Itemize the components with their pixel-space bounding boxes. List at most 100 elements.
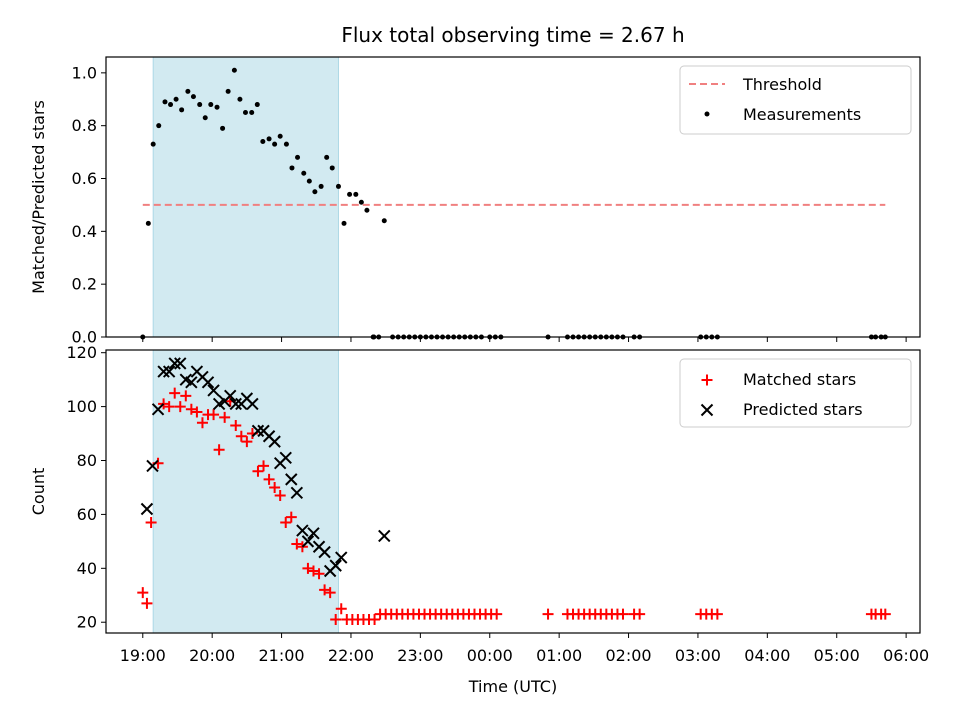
predicted-star-point	[201, 376, 215, 389]
predicted-star-point	[146, 459, 159, 473]
predicted-star-point	[251, 424, 265, 438]
measurement-point	[364, 207, 370, 213]
predicted-star-point	[296, 524, 309, 537]
measurement-point	[358, 199, 364, 205]
measurement-point	[197, 102, 203, 108]
measurement-point	[254, 102, 260, 108]
measurement-point	[168, 102, 174, 108]
predicted-star-point	[207, 384, 220, 397]
count-panel-frame	[105, 349, 921, 634]
measurement-point	[329, 165, 335, 171]
x-tick-label: 06:00	[883, 646, 929, 665]
measurement-point	[214, 104, 220, 110]
measurement-point	[306, 178, 312, 184]
measurement-point	[335, 183, 341, 189]
measurement-point	[295, 154, 301, 160]
x-tick-label: 22:00	[328, 646, 374, 665]
x-tick-label: 01:00	[536, 646, 582, 665]
measurement-point	[156, 123, 162, 129]
matched-star-point	[711, 608, 723, 620]
measurement-point	[266, 136, 272, 142]
y-tick-label: 0.0	[72, 328, 97, 347]
measurement-point	[301, 170, 307, 176]
measurement-point	[353, 191, 359, 197]
legend-plus-marker	[701, 374, 713, 386]
y-tick-label: 0.4	[72, 222, 97, 241]
measurement-point	[185, 88, 191, 94]
matched-star-point	[335, 603, 347, 615]
ratio-x-ticks	[142, 337, 907, 342]
legend-matched-swatch	[701, 374, 713, 386]
measurement-point	[242, 109, 248, 115]
y-tick-label: 0.2	[72, 275, 97, 294]
matched-star-point	[369, 614, 381, 626]
y-tick-label: 100	[66, 397, 97, 416]
matched-star-point	[258, 460, 270, 472]
measurement-point	[237, 96, 243, 102]
matched-star-point	[169, 387, 181, 399]
chart-title: Flux total observing time = 2.67 h	[341, 23, 684, 47]
predicted-star-point	[151, 403, 165, 416]
matched-star-point	[252, 465, 264, 477]
matched-star-point	[230, 419, 242, 431]
matched-star-point	[542, 608, 554, 620]
ratio-legend-box	[679, 65, 912, 135]
predicted-star-point	[318, 545, 331, 559]
legend-x-marker	[700, 403, 714, 417]
measurement-point	[145, 220, 151, 226]
measurement-point	[272, 141, 278, 147]
x-tick-label: 05:00	[814, 646, 860, 665]
matched-star-point	[185, 403, 197, 415]
matched-star-point	[285, 511, 297, 523]
x-tick-label: 20:00	[189, 646, 235, 665]
measurement-point	[249, 109, 255, 115]
measurement-point	[208, 102, 214, 108]
x-tick-label: 03:00	[675, 646, 721, 665]
matched-star-point	[208, 409, 220, 421]
legend-measurements-label: Measurements	[743, 105, 861, 124]
measurement-point	[341, 220, 347, 226]
measurement-point	[190, 94, 196, 100]
predicted-star-point	[301, 535, 315, 548]
predicted-star-point	[185, 376, 198, 389]
measurement-point	[231, 67, 237, 73]
measurement-point	[162, 99, 168, 105]
matched-star-point	[313, 568, 325, 580]
measurement-point	[312, 189, 318, 195]
ratio-y-axis-label: Matched/Predicted stars	[29, 100, 48, 294]
ratio-panel: 0.0 0.2 0.4 0.6 0.8 1.0 Matched/Predicted sta…	[29, 56, 921, 347]
shaded-interval	[152, 56, 339, 338]
measurement-point	[318, 183, 324, 189]
matched-star-point	[137, 587, 149, 599]
count-points	[137, 357, 891, 626]
predicted-star-point	[140, 502, 154, 516]
ratio-legend: Threshold Measurements	[679, 65, 912, 135]
matched-star-point	[196, 417, 208, 429]
legend-measurements-swatch	[704, 111, 710, 117]
matched-star-point	[174, 401, 186, 413]
matched-star-point	[330, 614, 342, 626]
matched-star-point	[269, 481, 281, 493]
predicted-star-point	[246, 397, 259, 411]
y-tick-label: 1.0	[72, 63, 97, 82]
measurement-point	[225, 88, 231, 94]
time-x-axis: 19:00 20:00 21:00 22:00 23:00 00:00 01:00 02:00…	[120, 633, 929, 665]
legend-predicted-label: Predicted stars	[743, 400, 863, 419]
matched-star-point	[617, 608, 629, 620]
count-legend-box	[679, 358, 912, 428]
predicted-star-point	[279, 451, 292, 465]
predicted-star-point	[285, 473, 298, 486]
predicted-star-point	[168, 357, 181, 370]
measurement-point	[324, 154, 330, 160]
observing-window-shade	[152, 56, 339, 338]
measurement-point	[260, 139, 266, 145]
measurement-point	[283, 141, 289, 147]
ratio-panel-frame	[105, 56, 921, 338]
matched-star-point	[291, 538, 303, 550]
predicted-star-point	[307, 527, 320, 540]
measurement-point	[381, 218, 387, 224]
ratio-y-axis: 0.0 0.2 0.4 0.6 0.8 1.0	[72, 63, 106, 347]
matched-star-point	[307, 565, 319, 577]
matched-star-point	[879, 608, 891, 620]
